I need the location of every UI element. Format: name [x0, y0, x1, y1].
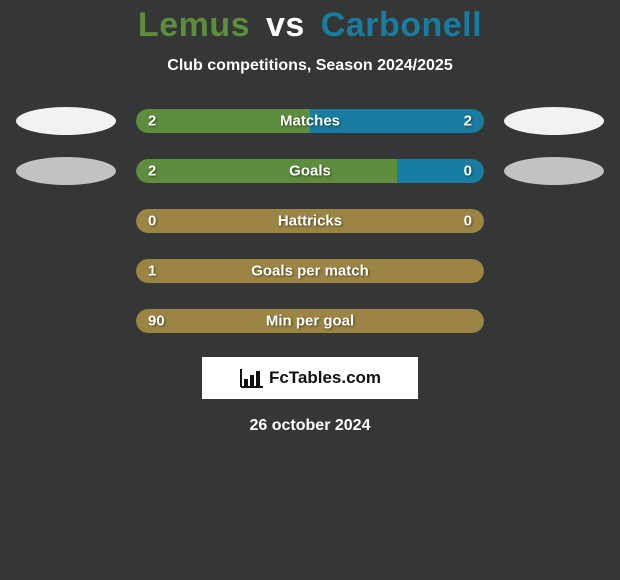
title-player1: Lemus — [138, 6, 250, 44]
subtitle: Club competitions, Season 2024/2025 — [0, 57, 620, 75]
bar-value-right: 0 — [464, 163, 472, 180]
bar-value-left: 90 — [148, 313, 165, 330]
stat-bar: 90 Min per goal — [136, 309, 484, 333]
brand-box: FcTables.com — [202, 357, 418, 399]
bar-label: Hattricks — [278, 213, 342, 230]
bar-label: Goals per match — [251, 263, 369, 280]
bar-label: Matches — [280, 113, 340, 130]
stat-bar: 2 2 Matches — [136, 109, 484, 133]
left-badge — [16, 157, 116, 185]
stat-rows: 2 2 Matches 2 0 Goals 0 0 Hattricks 1 Goals per ma… — [0, 107, 620, 335]
stat-row: 2 2 Matches — [0, 107, 620, 135]
right-badge — [504, 257, 604, 285]
bar-segment-left — [136, 159, 397, 183]
right-badge — [504, 157, 604, 185]
stat-row: 90 Min per goal — [0, 307, 620, 335]
bar-value-left: 1 — [148, 263, 156, 280]
bar-label: Min per goal — [266, 313, 354, 330]
stat-bar: 2 0 Goals — [136, 159, 484, 183]
right-badge — [504, 207, 604, 235]
left-badge — [16, 307, 116, 335]
bar-value-left: 2 — [148, 163, 156, 180]
left-badge — [16, 107, 116, 135]
comparison-infographic: Lemus vs Carbonell Club competitions, Se… — [0, 0, 620, 435]
stat-row: 1 Goals per match — [0, 257, 620, 285]
stat-bar: 1 Goals per match — [136, 259, 484, 283]
left-badge — [16, 257, 116, 285]
stat-bar: 0 0 Hattricks — [136, 209, 484, 233]
title-vs: vs — [266, 6, 305, 44]
bar-value-right: 2 — [464, 113, 472, 130]
bar-value-left: 2 — [148, 113, 156, 130]
right-badge — [504, 107, 604, 135]
brand-chart-icon — [239, 367, 265, 389]
stat-row: 2 0 Goals — [0, 157, 620, 185]
right-badge — [504, 307, 604, 335]
stat-row: 0 0 Hattricks — [0, 207, 620, 235]
bar-value-left: 0 — [148, 213, 156, 230]
bar-label: Goals — [289, 163, 331, 180]
title-player2: Carbonell — [321, 6, 482, 44]
left-badge — [16, 207, 116, 235]
bar-value-right: 0 — [464, 213, 472, 230]
brand-text: FcTables.com — [269, 368, 381, 388]
date-text: 26 october 2024 — [0, 417, 620, 435]
title: Lemus vs Carbonell — [0, 6, 620, 45]
